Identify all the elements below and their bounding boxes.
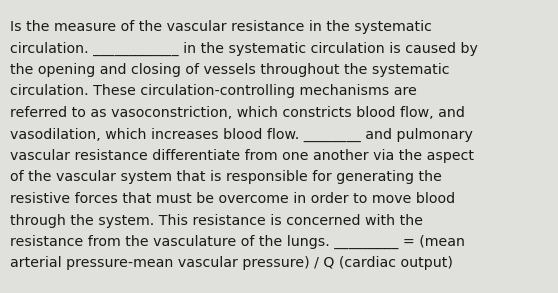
Text: circulation. ____________ in the systematic circulation is caused by: circulation. ____________ in the systema… [10,42,478,56]
Text: vasodilation, which increases blood flow. ________ and pulmonary: vasodilation, which increases blood flow… [10,127,473,142]
Text: arterial pressure-mean vascular pressure) / Q (cardiac output): arterial pressure-mean vascular pressure… [10,256,453,270]
Text: resistance from the vasculature of the lungs. _________ = (mean: resistance from the vasculature of the l… [10,235,465,249]
Text: vascular resistance differentiate from one another via the aspect: vascular resistance differentiate from o… [10,149,474,163]
Text: referred to as vasoconstriction, which constricts blood flow, and: referred to as vasoconstriction, which c… [10,106,465,120]
Text: the opening and closing of vessels throughout the systematic: the opening and closing of vessels throu… [10,63,450,77]
Text: through the system. This resistance is concerned with the: through the system. This resistance is c… [10,214,423,227]
Text: resistive forces that must be overcome in order to move blood: resistive forces that must be overcome i… [10,192,455,206]
Text: circulation. These circulation-controlling mechanisms are: circulation. These circulation-controlli… [10,84,417,98]
Text: Is the measure of the vascular resistance in the systematic: Is the measure of the vascular resistanc… [10,20,432,34]
Text: of the vascular system that is responsible for generating the: of the vascular system that is responsib… [10,171,442,185]
